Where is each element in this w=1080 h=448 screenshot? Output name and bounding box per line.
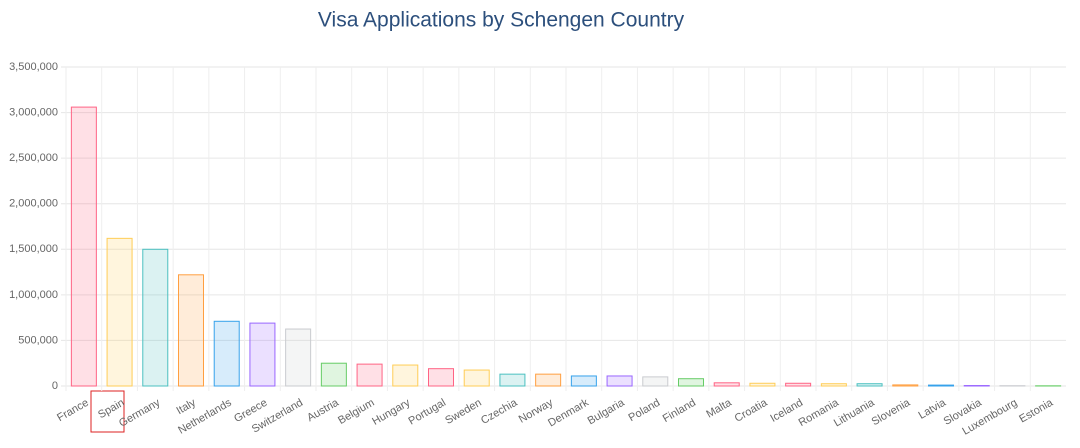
bar [463,369,490,387]
x-tick-label: Denmark [546,396,591,429]
x-tick-label: Portugal [406,397,447,428]
y-tick-label: 500,000 [18,334,58,346]
x-tick-label: Hungary [370,396,412,427]
bar [70,106,97,387]
x-tick-label: Lithuania [832,396,877,429]
x-tick-label: Italy [174,396,198,417]
x-tick-label: France [55,397,91,425]
highlight-box [90,390,125,433]
x-tick-label: Sweden [443,397,483,427]
x-tick-label: Bulgaria [586,396,628,427]
x-tick-label: Croatia [733,396,770,425]
chart-title: Visa Applications by Schengen Country [318,9,685,32]
bar [642,376,669,387]
bar [428,368,454,387]
bar [320,362,347,387]
bar [678,378,704,387]
bar [356,363,383,387]
bar [820,383,847,387]
y-tick-label: 2,000,000 [9,198,58,210]
x-tick-label: Belgium [336,397,376,427]
bar [928,384,954,387]
bar [142,248,169,387]
bar [856,383,883,387]
bar [535,373,562,387]
x-tick-label: Austria [305,396,341,424]
bar [499,373,526,387]
bar [285,328,312,387]
bar [749,382,776,387]
bar [392,364,419,387]
y-tick-label: 2,500,000 [9,152,58,164]
bar [713,382,740,387]
x-tick-label: Czechia [479,396,520,427]
x-tick-label: Slovenia [870,396,913,428]
bar [106,237,133,387]
bar [606,375,633,387]
bar [178,274,204,387]
y-tick-label: 3,000,000 [9,106,58,118]
y-tick-label: 3,500,000 [9,61,58,73]
x-tick-label: Poland [627,397,663,425]
y-tick-label: 0 [52,380,58,392]
bar [213,320,240,387]
x-tick-label: Estonia [1017,396,1056,425]
bar [892,384,919,387]
x-tick-label: Finland [661,397,698,425]
bar [570,375,597,387]
bar [785,382,812,387]
x-tick-label: Malta [704,396,734,420]
y-tick-label: 1,500,000 [9,243,58,255]
y-tick-label: 1,000,000 [9,289,58,301]
bar [249,322,276,387]
